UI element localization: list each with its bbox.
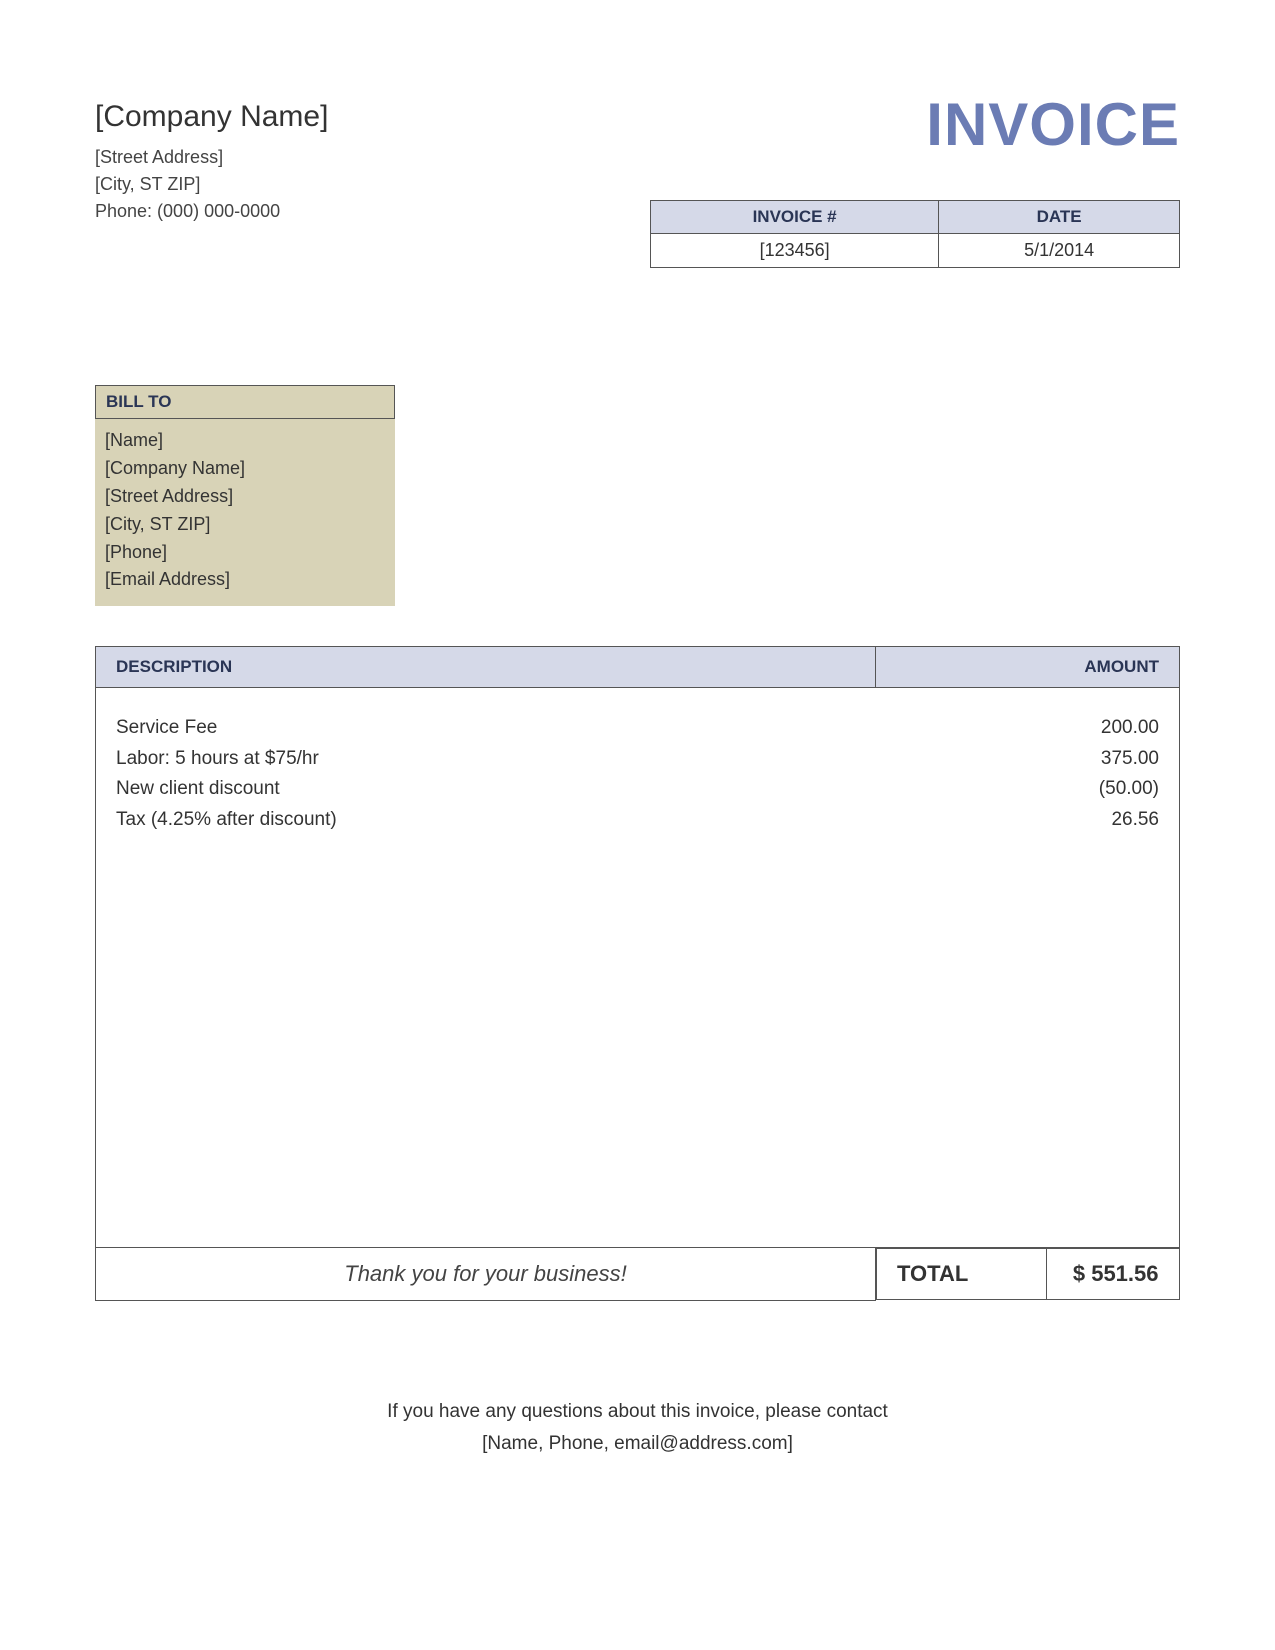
line-item-desc: Labor: 5 hours at $75/hr [116,744,319,774]
line-item: Tax (4.25% after discount) 26.56 [116,805,1159,835]
invoice-page: [Company Name] [Street Address] [City, S… [0,0,1275,1460]
company-city: [City, ST ZIP] [95,171,328,198]
bill-to-line: [Name] [105,427,385,455]
line-item-amount: 200.00 [1101,713,1159,743]
line-item: Labor: 5 hours at $75/hr 375.00 [116,744,1159,774]
bill-to-block: BILL TO [Name] [Company Name] [Street Ad… [95,385,395,606]
bill-to-line: [Street Address] [105,483,385,511]
bill-to-line: [Email Address] [105,566,385,594]
invoice-title: INVOICE [926,90,1180,159]
bill-to-body: [Name] [Company Name] [Street Address] [… [95,419,395,606]
invoice-meta-table: INVOICE # DATE [123456] 5/1/2014 [650,200,1180,268]
footer-line-1: If you have any questions about this inv… [95,1396,1180,1428]
line-item-desc: New client discount [116,774,280,804]
line-item-amount: 26.56 [1111,805,1159,835]
thank-you-message: Thank you for your business! [96,1248,876,1301]
bill-to-header: BILL TO [95,385,395,419]
line-item: New client discount (50.00) [116,774,1159,804]
meta-date-header: DATE [939,201,1180,234]
bill-to-line: [City, ST ZIP] [105,511,385,539]
line-item-desc: Tax (4.25% after discount) [116,805,337,835]
line-items-table: DESCRIPTION AMOUNT Service Fee 200.00 La… [95,646,1180,1301]
line-item-desc: Service Fee [116,713,217,743]
footer-line-2: [Name, Phone, email@address.com] [95,1428,1180,1460]
line-items-body: Service Fee 200.00 Labor: 5 hours at $75… [96,688,1180,1248]
line-item-amount: 375.00 [1101,744,1159,774]
bill-to-line: [Company Name] [105,455,385,483]
company-name: [Company Name] [95,100,328,134]
total-value: $ 551.56 [1047,1249,1180,1300]
company-street: [Street Address] [95,144,328,171]
meta-invoice-number: [123456] [651,234,939,268]
total-label: TOTAL [877,1249,1047,1300]
line-item: Service Fee 200.00 [116,713,1159,743]
amount-header: AMOUNT [876,647,1180,688]
footer-block: If you have any questions about this inv… [95,1396,1180,1461]
bill-to-line: [Phone] [105,539,385,567]
company-phone: Phone: (000) 000-0000 [95,198,328,225]
line-item-amount: (50.00) [1099,774,1159,804]
meta-invoice-header: INVOICE # [651,201,939,234]
description-header: DESCRIPTION [96,647,876,688]
meta-date-value: 5/1/2014 [939,234,1180,268]
company-block: [Company Name] [Street Address] [City, S… [95,100,328,225]
